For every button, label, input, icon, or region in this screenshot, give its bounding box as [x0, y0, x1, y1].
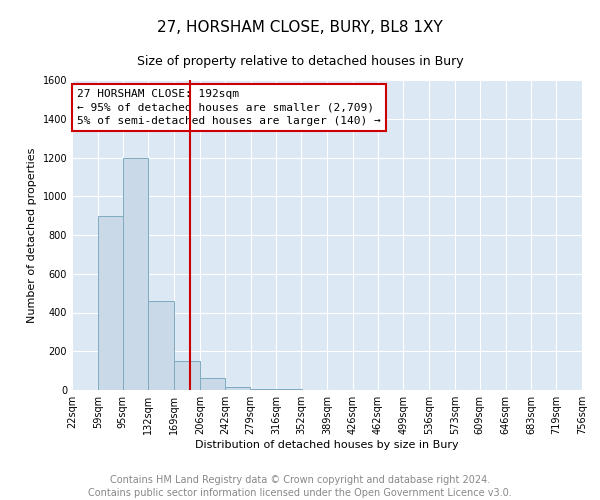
Text: 27, HORSHAM CLOSE, BURY, BL8 1XY: 27, HORSHAM CLOSE, BURY, BL8 1XY — [157, 20, 443, 35]
Bar — [98, 216, 123, 390]
Bar — [148, 301, 174, 390]
Bar — [123, 158, 148, 390]
Text: 27 HORSHAM CLOSE: 192sqm
← 95% of detached houses are smaller (2,709)
5% of semi: 27 HORSHAM CLOSE: 192sqm ← 95% of detach… — [77, 90, 381, 126]
Bar — [200, 378, 225, 390]
Bar — [251, 389, 276, 390]
Text: Size of property relative to detached houses in Bury: Size of property relative to detached ho… — [137, 55, 463, 68]
Y-axis label: Number of detached properties: Number of detached properties — [27, 148, 37, 322]
Bar — [225, 387, 250, 390]
X-axis label: Distribution of detached houses by size in Bury: Distribution of detached houses by size … — [195, 440, 459, 450]
Text: Contains HM Land Registry data © Crown copyright and database right 2024.: Contains HM Land Registry data © Crown c… — [110, 475, 490, 485]
Text: Contains public sector information licensed under the Open Government Licence v3: Contains public sector information licen… — [88, 488, 512, 498]
Bar — [174, 361, 199, 390]
